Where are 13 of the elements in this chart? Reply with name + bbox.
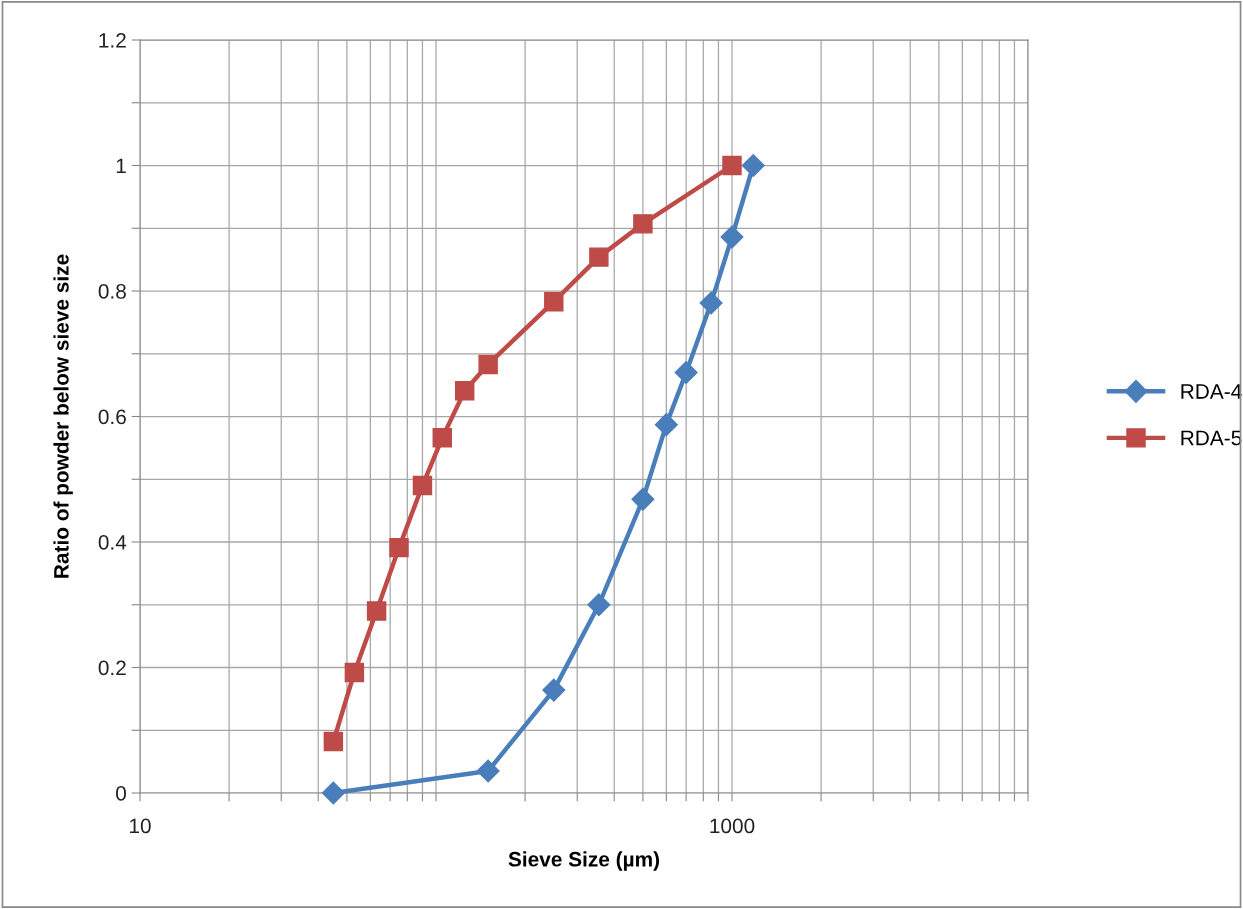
y-tick-label: 0.8	[98, 284, 126, 299]
x-tick-label: 10	[130, 818, 151, 834]
x-tick-label: 1000	[710, 818, 755, 834]
y-tick-label: 0.4	[98, 535, 127, 550]
y-tick-label: 1.2	[99, 33, 126, 48]
x-axis-title: Sieve Size (µm)	[508, 851, 660, 871]
y-tick-label: 0.2	[98, 660, 126, 676]
y-tick-label: 0	[116, 786, 126, 801]
legend-label: RDA-4	[1181, 384, 1242, 399]
y-tick-label: 1	[116, 158, 126, 174]
y-tick-label: 0.6	[98, 409, 126, 425]
y-axis-title: Ratio of powder below sieve size	[53, 254, 73, 578]
legend-label: RDA-5	[1181, 430, 1242, 446]
